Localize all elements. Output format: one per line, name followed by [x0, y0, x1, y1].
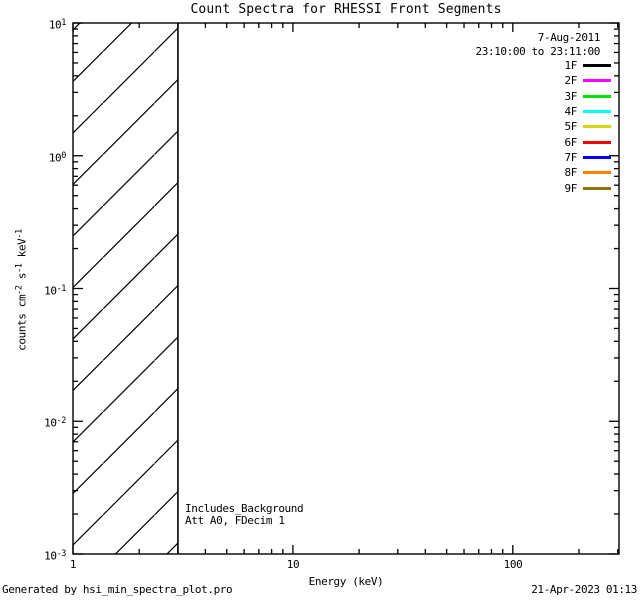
- x-tick-label: 100: [503, 558, 523, 571]
- x-tick-label: 1: [69, 558, 77, 571]
- plot-title: Count Spectra for RHESSI Front Segments: [190, 2, 502, 17]
- legend-item: 7F: [565, 150, 611, 165]
- legend-line-swatch: [583, 79, 611, 83]
- legend-item: 4F: [565, 104, 611, 119]
- legend-line-swatch: [583, 156, 611, 160]
- legend-line-swatch: [583, 94, 611, 98]
- legend-label: 6F: [564, 135, 578, 149]
- observation-date: 7-Aug-2011: [537, 31, 601, 44]
- y-tick-label: 10-2: [44, 416, 66, 430]
- footer-timestamp: 21-Apr-2023 01:13: [531, 583, 637, 596]
- legend-label: 7F: [564, 151, 578, 165]
- legend-item: 6F: [565, 135, 611, 150]
- legend-line-swatch: [583, 110, 611, 114]
- legend-label: 5F: [564, 120, 578, 134]
- legend-item: 2F: [565, 73, 611, 88]
- legend-item: 1F: [565, 58, 611, 73]
- legend-label: 9F: [564, 181, 578, 195]
- legend-line-swatch: [583, 64, 611, 68]
- legend-item: 3F: [565, 89, 611, 104]
- y-tick-label: 100: [48, 151, 67, 165]
- legend-line-swatch: [583, 125, 611, 129]
- legend-label: 2F: [564, 74, 578, 88]
- legend-item: 8F: [565, 165, 611, 180]
- legend-label: 1F: [564, 59, 578, 73]
- legend-line-swatch: [583, 186, 611, 190]
- y-tick-label: 10-3: [44, 549, 66, 563]
- legend-item: 5F: [565, 119, 611, 134]
- axes-frame: [72, 22, 620, 555]
- background-note: Includes_Background: [185, 502, 304, 515]
- legend-label: 3F: [564, 89, 578, 103]
- x-tick-label: 10: [286, 558, 300, 571]
- legend: 1F 2F 3F 4F 5F 6F 7F 8F: [565, 58, 611, 196]
- attenuator-note: Att A0, FDecim 1: [185, 514, 285, 527]
- hatched-region: [73, 23, 178, 554]
- legend-line-swatch: [583, 140, 611, 144]
- y-tick-label: 101: [48, 18, 67, 32]
- legend-label: 4F: [564, 105, 578, 119]
- footer-generated-by: Generated by hsi_min_spectra_plot.pro: [2, 583, 233, 596]
- legend-line-swatch: [583, 171, 611, 175]
- axis-ticks: [72, 22, 619, 555]
- legend-item: 9F: [565, 181, 611, 196]
- x-axis-label: Energy (keV): [308, 575, 384, 588]
- observation-time-range: 23:10:00 to 23:11:00: [475, 45, 601, 58]
- y-axis-label: counts cm-2 s-1 keV-1: [14, 229, 29, 351]
- legend-label: 8F: [564, 166, 578, 180]
- y-tick-label: 10-1: [44, 284, 66, 298]
